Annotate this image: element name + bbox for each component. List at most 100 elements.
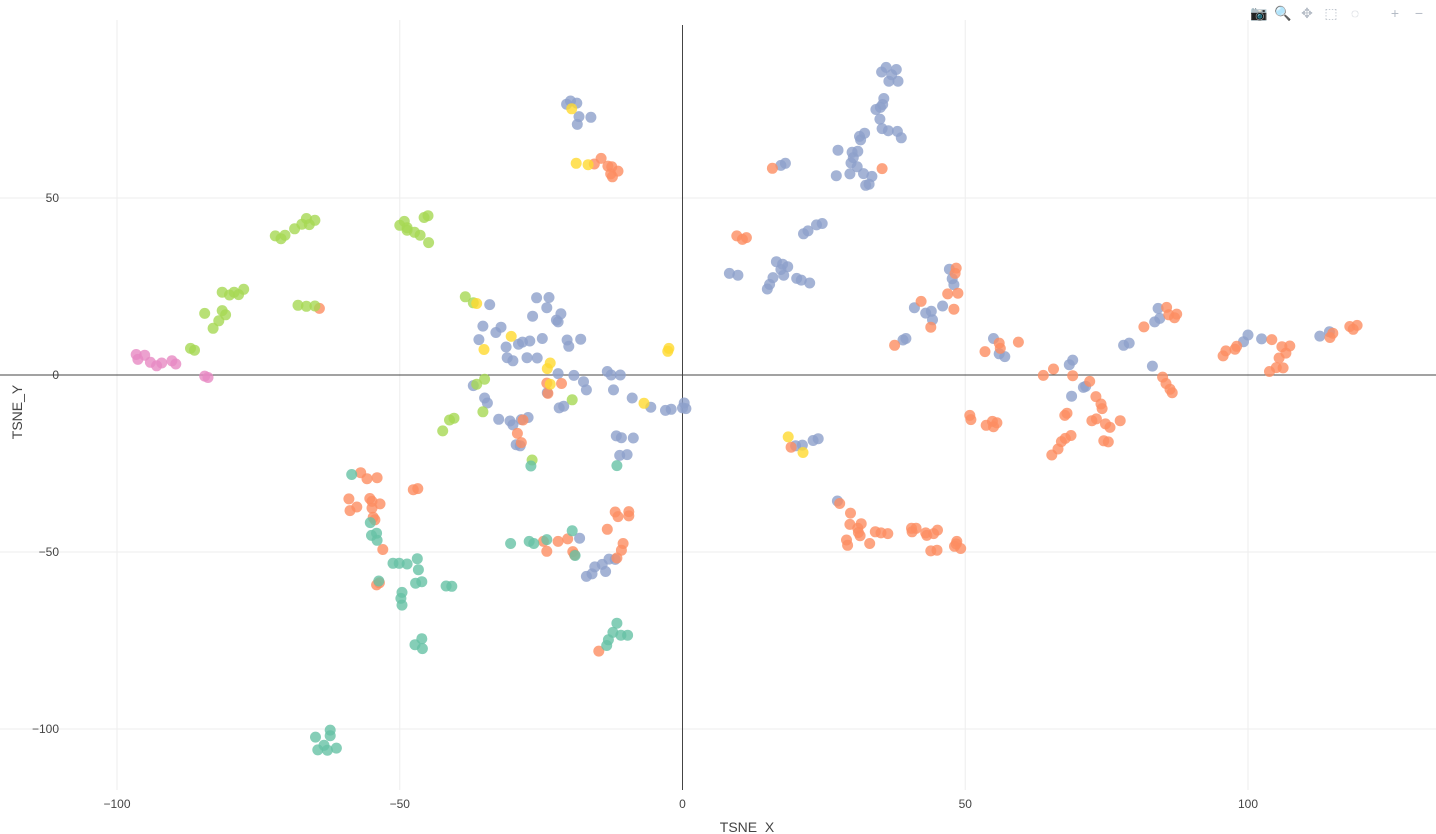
data-point[interactable]: [1284, 340, 1296, 352]
series-3[interactable]: [310, 460, 634, 756]
data-point[interactable]: [723, 267, 735, 279]
data-point[interactable]: [795, 274, 807, 286]
data-point[interactable]: [882, 528, 894, 540]
data-point[interactable]: [779, 157, 791, 169]
data-point[interactable]: [556, 378, 567, 389]
data-point[interactable]: [544, 378, 556, 390]
data-point[interactable]: [1277, 362, 1289, 374]
data-point[interactable]: [570, 157, 582, 169]
data-point[interactable]: [585, 111, 597, 123]
data-point[interactable]: [542, 387, 554, 399]
data-point[interactable]: [915, 295, 927, 307]
data-point[interactable]: [377, 544, 389, 555]
data-point[interactable]: [937, 300, 949, 312]
lasso-select-icon[interactable]: ◌: [1350, 5, 1360, 21]
data-point[interactable]: [511, 427, 523, 439]
data-point[interactable]: [507, 355, 519, 367]
data-point[interactable]: [507, 419, 519, 431]
data-point[interactable]: [1327, 327, 1339, 339]
data-point[interactable]: [858, 168, 869, 180]
data-point[interactable]: [1220, 345, 1232, 357]
data-point[interactable]: [925, 321, 937, 333]
data-point[interactable]: [732, 269, 744, 281]
data-point[interactable]: [1104, 421, 1116, 433]
data-point[interactable]: [1102, 436, 1114, 448]
data-point[interactable]: [544, 357, 556, 369]
data-point[interactable]: [569, 550, 581, 561]
data-point[interactable]: [393, 557, 405, 569]
data-point[interactable]: [778, 269, 790, 281]
data-point[interactable]: [321, 744, 333, 756]
data-point[interactable]: [608, 384, 619, 396]
data-point[interactable]: [517, 414, 529, 426]
data-point[interactable]: [955, 543, 967, 554]
data-point[interactable]: [845, 507, 856, 519]
data-point[interactable]: [207, 322, 219, 334]
data-point[interactable]: [602, 634, 614, 646]
data-point[interactable]: [216, 305, 228, 317]
data-point[interactable]: [1048, 363, 1059, 375]
camera-icon[interactable]: 📷: [1250, 4, 1268, 21]
data-point[interactable]: [593, 645, 605, 657]
pan-icon[interactable]: ✥: [1301, 4, 1313, 21]
data-point[interactable]: [478, 344, 490, 355]
data-point[interactable]: [566, 525, 578, 537]
data-point[interactable]: [568, 369, 580, 381]
data-point[interactable]: [1166, 387, 1178, 399]
data-point[interactable]: [614, 369, 626, 381]
data-point[interactable]: [550, 314, 562, 326]
data-point[interactable]: [950, 262, 962, 274]
data-point[interactable]: [189, 344, 200, 356]
data-point[interactable]: [1231, 340, 1243, 352]
data-point[interactable]: [566, 103, 578, 115]
data-point[interactable]: [479, 373, 491, 385]
data-point[interactable]: [412, 564, 424, 576]
data-point[interactable]: [562, 533, 574, 545]
data-point[interactable]: [979, 346, 991, 358]
data-point[interactable]: [895, 132, 907, 144]
data-point[interactable]: [952, 287, 964, 299]
data-point[interactable]: [965, 414, 977, 426]
data-point[interactable]: [1037, 369, 1049, 381]
data-point[interactable]: [859, 127, 871, 139]
data-point[interactable]: [782, 431, 794, 443]
data-point[interactable]: [932, 524, 943, 536]
data-point[interactable]: [471, 298, 483, 309]
data-point[interactable]: [1242, 329, 1254, 341]
data-point[interactable]: [855, 518, 867, 530]
data-point[interactable]: [1067, 370, 1079, 382]
data-point[interactable]: [371, 534, 383, 546]
data-point[interactable]: [1351, 319, 1363, 331]
data-point[interactable]: [832, 144, 844, 156]
data-point[interactable]: [309, 300, 321, 312]
data-point[interactable]: [310, 731, 321, 743]
data-point[interactable]: [864, 538, 876, 549]
data-point[interactable]: [638, 397, 650, 409]
data-point[interactable]: [574, 532, 586, 544]
data-point[interactable]: [374, 498, 386, 510]
data-point[interactable]: [396, 599, 408, 611]
data-point[interactable]: [324, 730, 336, 742]
data-point[interactable]: [552, 535, 564, 547]
data-point[interactable]: [842, 539, 854, 551]
data-point[interactable]: [416, 643, 428, 655]
data-point[interactable]: [1066, 390, 1078, 402]
data-point[interactable]: [580, 384, 592, 396]
data-point[interactable]: [493, 413, 505, 425]
zoom-icon[interactable]: 🔍: [1274, 4, 1292, 21]
data-point[interactable]: [346, 469, 358, 480]
data-point[interactable]: [580, 570, 592, 582]
data-point[interactable]: [558, 400, 570, 412]
data-point[interactable]: [866, 170, 878, 182]
zoom-out-icon[interactable]: −: [1414, 5, 1424, 21]
data-point[interactable]: [1061, 407, 1073, 419]
data-point[interactable]: [527, 310, 539, 322]
data-point[interactable]: [611, 552, 623, 564]
data-point[interactable]: [1090, 413, 1102, 425]
data-point[interactable]: [876, 163, 888, 175]
data-point[interactable]: [678, 397, 690, 409]
data-point[interactable]: [351, 501, 363, 513]
data-point[interactable]: [740, 232, 752, 244]
data-point[interactable]: [401, 558, 413, 570]
data-point[interactable]: [766, 162, 778, 174]
